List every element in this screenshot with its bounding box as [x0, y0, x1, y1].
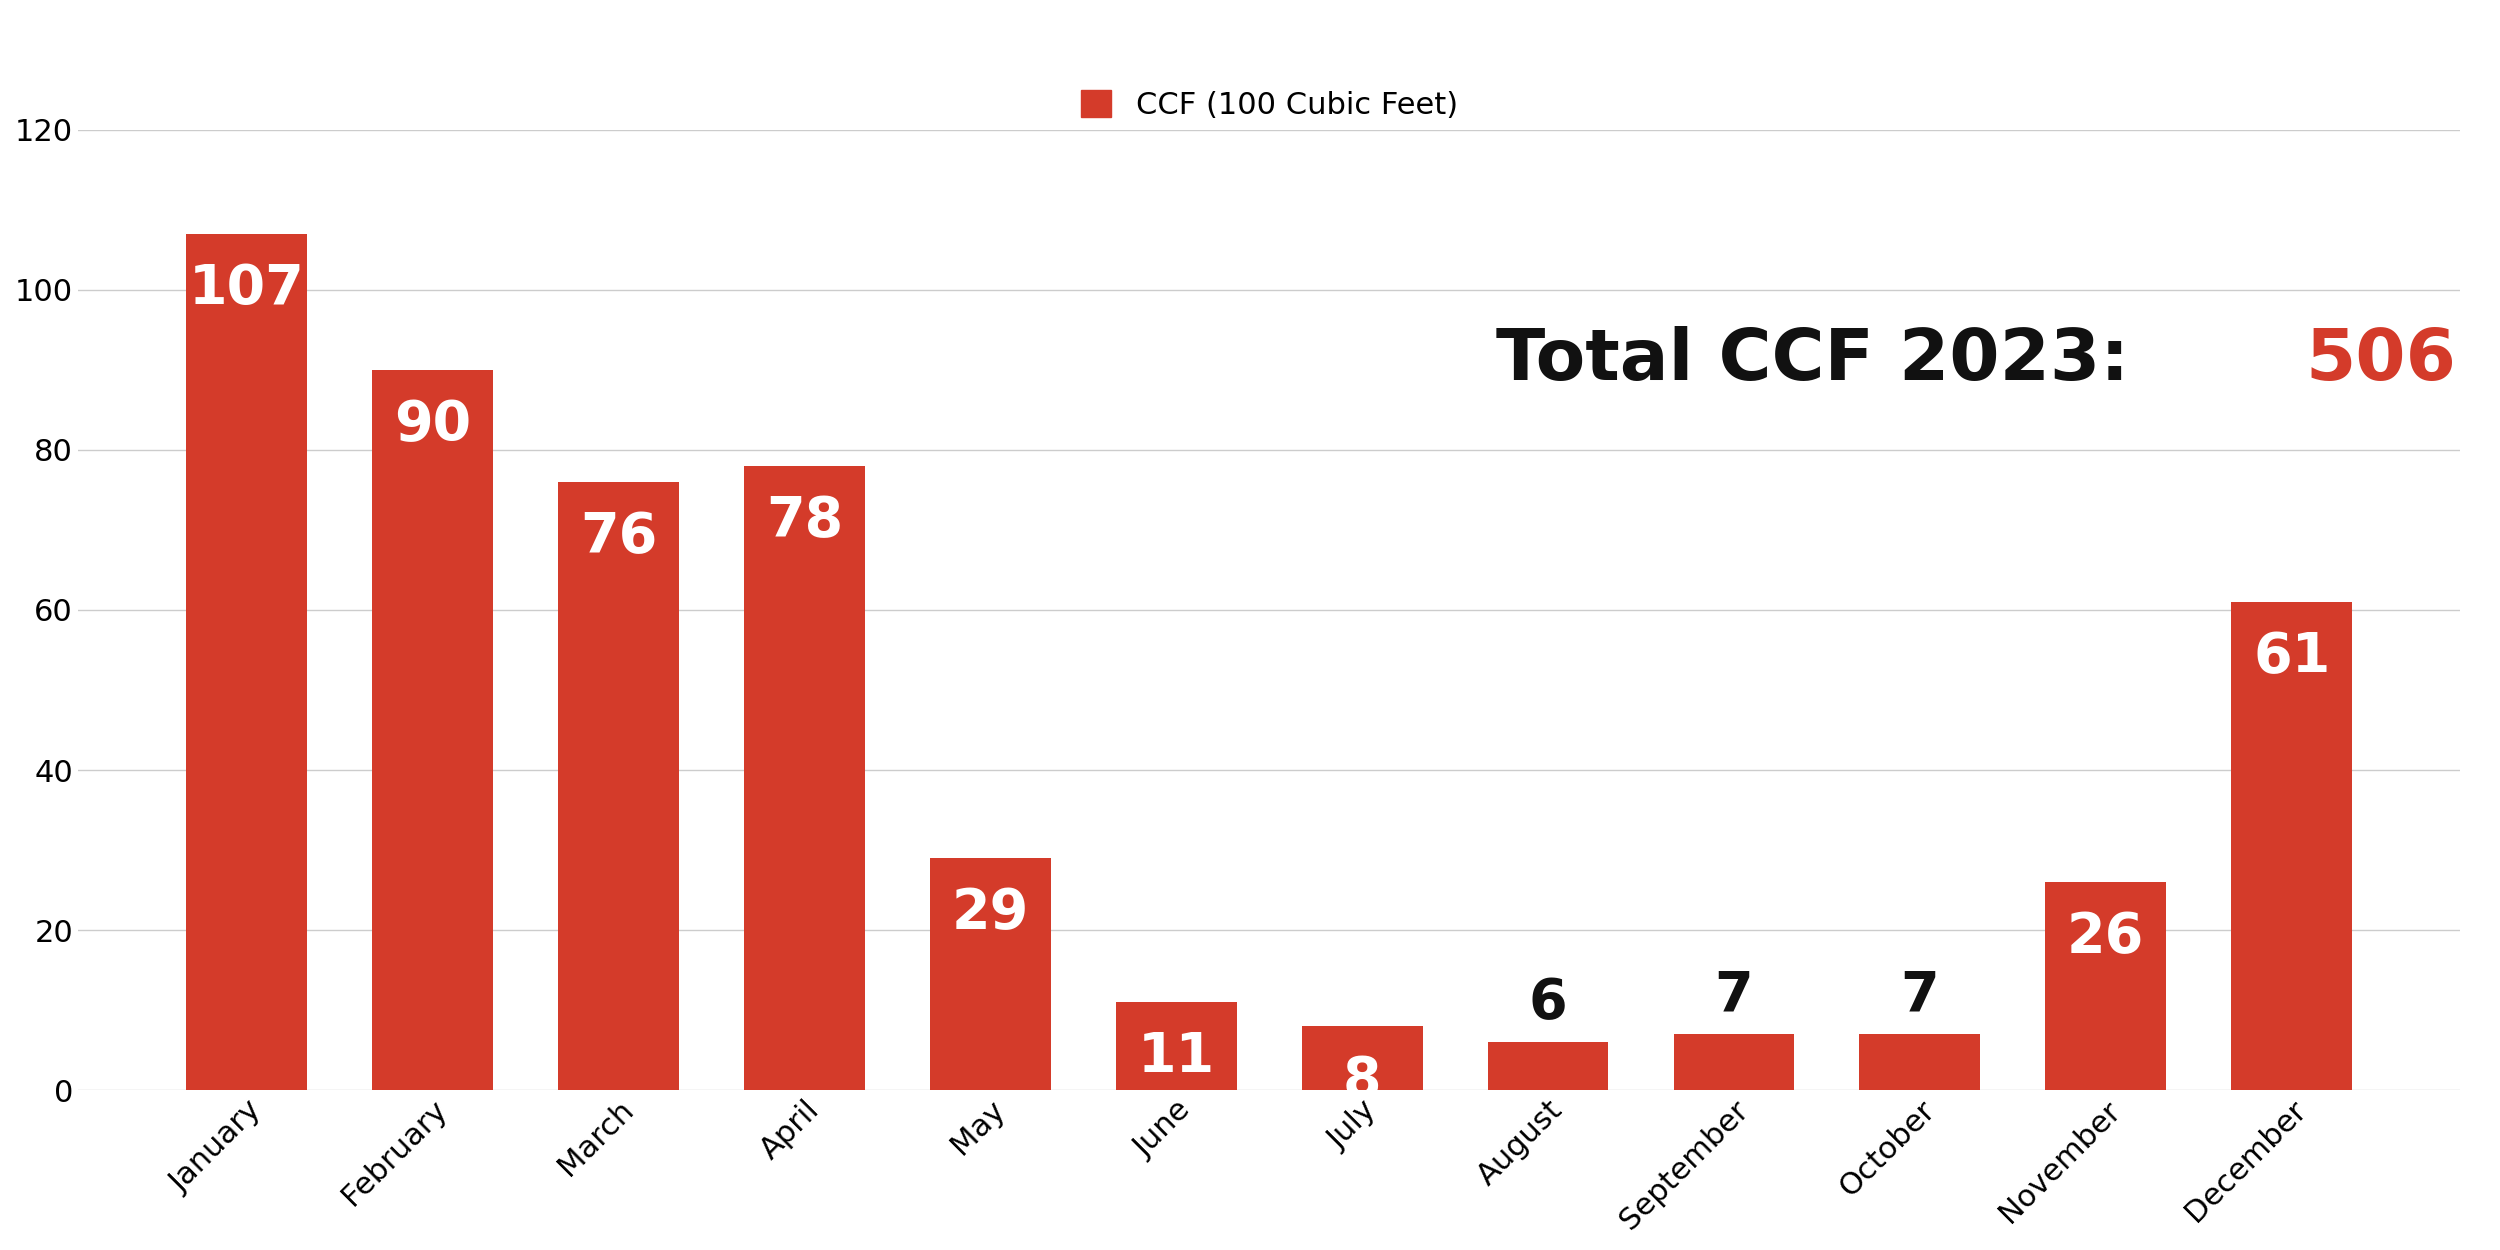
Bar	[1672, 1034, 1795, 1090]
Text: 90: 90	[395, 398, 470, 451]
Bar	[188, 234, 308, 1090]
Text: 11: 11	[1138, 1030, 1215, 1084]
Bar	[2045, 882, 2165, 1090]
Text: 76: 76	[580, 510, 658, 564]
Bar	[930, 859, 1050, 1090]
Text: 506: 506	[2305, 326, 2455, 395]
Bar	[745, 466, 865, 1090]
Bar	[1488, 1042, 1608, 1090]
Bar	[558, 482, 680, 1090]
Text: 29: 29	[952, 886, 1030, 940]
Legend: CCF (100 Cubic Feet): CCF (100 Cubic Feet)	[1068, 78, 1470, 132]
Bar	[1860, 1034, 1980, 1090]
Bar	[2232, 602, 2352, 1090]
Text: 7: 7	[1900, 969, 1940, 1022]
Bar	[1115, 1003, 1238, 1090]
Text: 7: 7	[1715, 969, 1752, 1022]
Text: 26: 26	[2068, 910, 2145, 964]
Text: Total CCF 2023:: Total CCF 2023:	[1495, 326, 2155, 395]
Text: 6: 6	[1528, 976, 1568, 1030]
Text: 78: 78	[765, 494, 843, 548]
Text: 107: 107	[190, 261, 305, 316]
Text: 61: 61	[2252, 630, 2330, 684]
Text: 8: 8	[1342, 1054, 1382, 1109]
Bar	[1302, 1026, 1422, 1090]
Bar	[372, 370, 493, 1090]
